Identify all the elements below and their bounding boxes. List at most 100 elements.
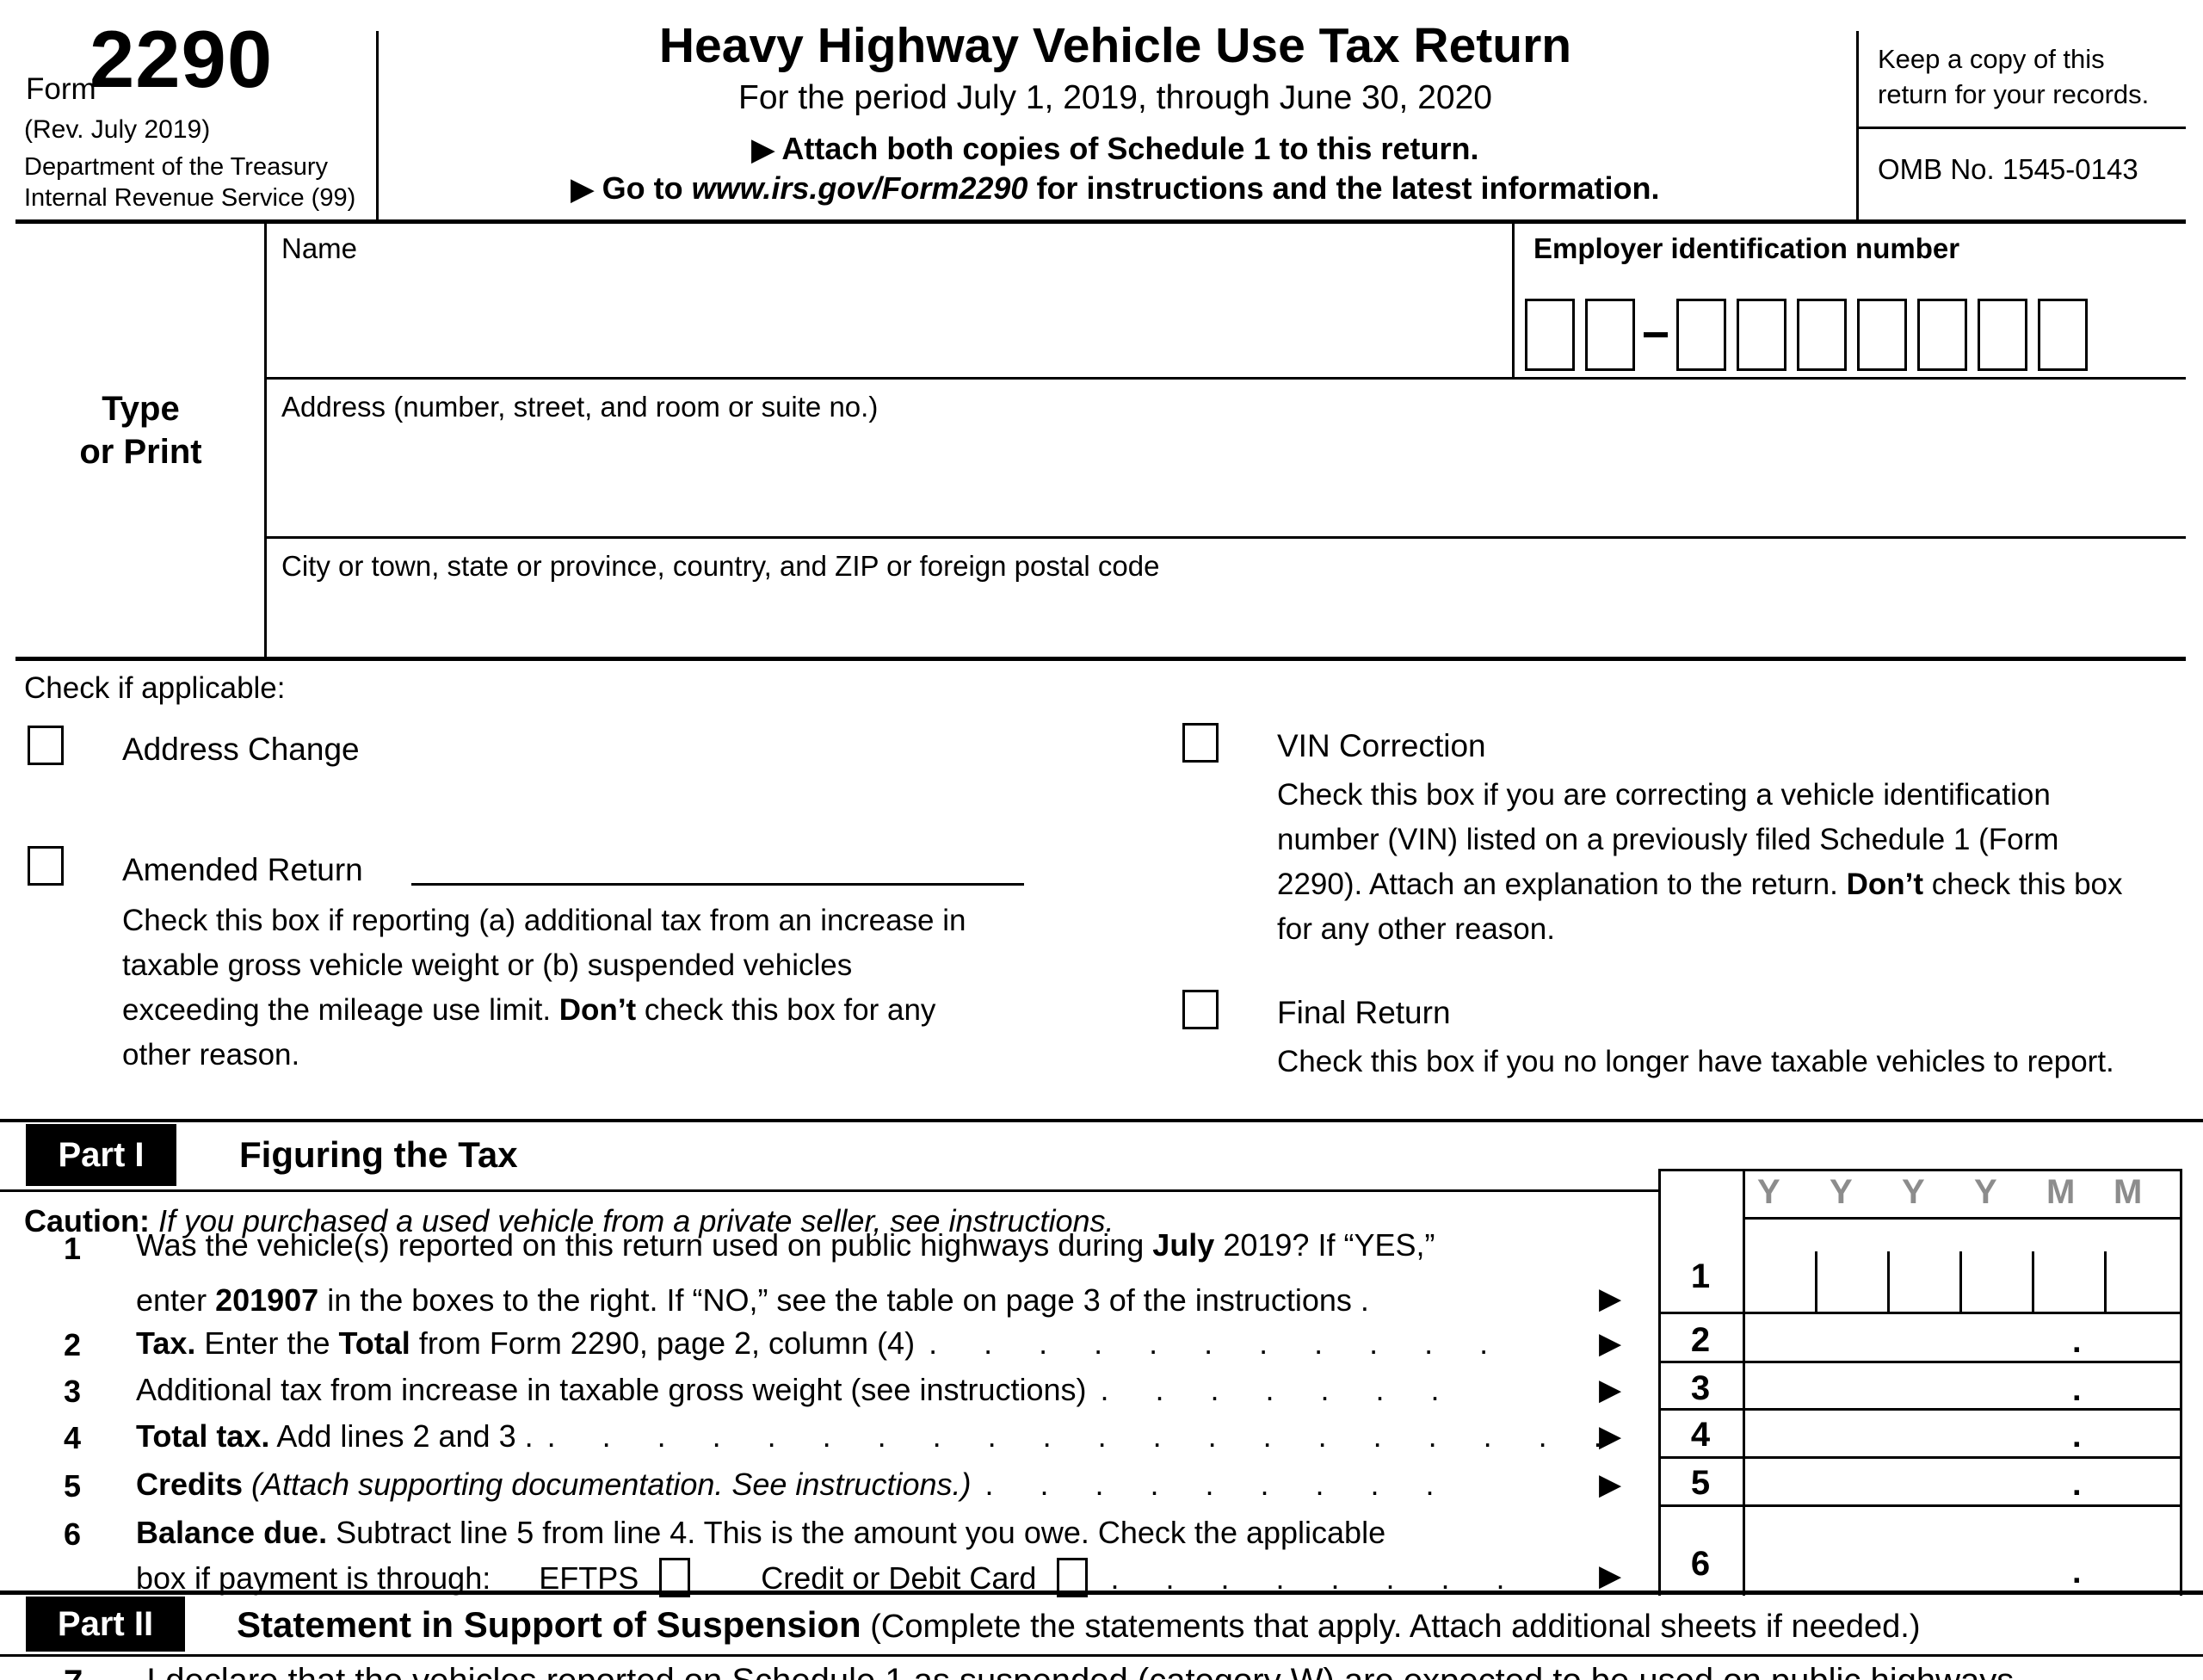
line6-amount-input[interactable] — [1747, 1508, 2065, 1590]
tax-table-border — [1743, 1217, 2182, 1220]
line1-number: 1 — [64, 1231, 82, 1266]
part2-subtitle: (Complete the statements that apply. Att… — [861, 1609, 1921, 1645]
dot-leader: . . . . . . . . — [1110, 1560, 1505, 1596]
address-change-label: Address Change — [122, 732, 360, 767]
line1-text: in the boxes to the right. If “NO,” see … — [318, 1282, 1369, 1318]
amended-return-description: Check this box if reporting (a) addition… — [122, 899, 983, 1078]
line3-amount-input[interactable] — [1747, 1364, 2065, 1405]
ein-digit-box[interactable] — [1585, 299, 1635, 371]
dot-leader: . . . . . . . . . . . — [929, 1325, 1489, 1361]
date-header-letter: Y — [1757, 1173, 1780, 1211]
line2-amount-input[interactable] — [1747, 1315, 2065, 1358]
ein-digit-box[interactable] — [1525, 299, 1575, 371]
amended-desc-dont: Don’t — [558, 993, 637, 1027]
date-header-letter: Y — [1902, 1173, 1925, 1211]
name-row-rule — [264, 377, 2186, 380]
line7-number: 7 — [64, 1661, 83, 1680]
header-divider-right — [1856, 31, 1859, 219]
part1-title: Figuring the Tax — [239, 1134, 518, 1175]
vin-desc-text: check this box for any other reason. — [1277, 868, 2123, 946]
right-arrow-icon: ▶ — [1599, 1468, 1622, 1501]
ein-digit-box[interactable] — [1737, 299, 1786, 371]
vin-desc-text: Check this box if you are correcting a v… — [1277, 778, 2059, 901]
line5-text: Credits (Attach supporting documentation… — [136, 1465, 1435, 1504]
decimal-point: . — [2072, 1418, 2082, 1455]
date-header-letter: M — [2046, 1173, 2076, 1211]
form-number: 2290 — [89, 14, 274, 104]
credit-debit-label: Credit or Debit Card — [761, 1560, 1037, 1596]
row-number-6: 6 — [1690, 1545, 1711, 1583]
line4-text: Add lines 2 and 3 . — [269, 1418, 534, 1454]
date-cell-tick — [1959, 1251, 1962, 1312]
date-header-letter: Y — [1974, 1173, 1997, 1211]
type-or-print-label: or Print — [79, 433, 202, 471]
line3-number: 3 — [64, 1374, 82, 1409]
right-arrow-icon: ▶ — [1599, 1374, 1622, 1406]
ein-digit-box[interactable] — [1857, 299, 1907, 371]
row-number-5: 5 — [1690, 1464, 1711, 1502]
line2-text: Tax. Enter the Total from Form 2290, pag… — [136, 1324, 1488, 1362]
form-revision: (Rev. July 2019) — [24, 115, 211, 144]
address-change-checkbox[interactable] — [28, 726, 64, 765]
check-if-applicable-heading: Check if applicable: — [24, 671, 286, 705]
line6-text-a: Balance due. Subtract line 5 from line 4… — [136, 1513, 1385, 1552]
header-bottom-rule — [15, 219, 2186, 224]
line7-text: I declare that the vehicles reported on … — [146, 1659, 2014, 1680]
ein-digit-box[interactable] — [1917, 299, 1967, 371]
irs-label: Internal Revenue Service (99) — [24, 184, 356, 212]
line5-italic-text: (Attach supporting documentation. See in… — [243, 1467, 972, 1502]
ein-digit-box[interactable] — [2038, 299, 2088, 371]
attach-note: ▶ Attach both copies of Schedule 1 to th… — [376, 129, 1854, 169]
page-title: Heavy Highway Vehicle Use Tax Return — [658, 18, 1572, 73]
omb-number: OMB No. 1545-0143 — [1878, 153, 2138, 185]
line2-text: Enter the — [195, 1325, 339, 1361]
line4-amount-input[interactable] — [1747, 1411, 2065, 1454]
date-cell-tick — [1887, 1251, 1890, 1312]
part1-bar-bottom-rule — [0, 1189, 1658, 1192]
name-input[interactable] — [271, 267, 1502, 372]
city-input[interactable] — [271, 584, 2186, 653]
right-arrow-icon: ▶ — [751, 133, 774, 166]
tax-table-border — [1658, 1504, 2182, 1507]
goto-prefix: Go to — [602, 170, 692, 206]
period-subtitle: For the period July 1, 2019, through Jun… — [738, 79, 1492, 116]
address-label: Address (number, street, and room or sui… — [281, 391, 879, 423]
ein-digit-box[interactable] — [1978, 299, 2027, 371]
credit-debit-checkbox[interactable] — [1057, 1558, 1089, 1597]
irs-url-link[interactable]: www.irs.gov/Form2290 — [691, 170, 1028, 206]
line2-bold-total: Total — [338, 1325, 410, 1361]
treasury-label: Department of the Treasury — [24, 153, 328, 181]
line1-text: Was the vehicle(s) reported on this retu… — [136, 1227, 1153, 1263]
line2-bold-tax: Tax. — [136, 1325, 196, 1361]
part2-title: Statement in Support of Suspension — [237, 1604, 861, 1645]
ein-digit-box[interactable] — [1797, 299, 1847, 371]
line6-number: 6 — [64, 1516, 82, 1552]
line5-amount-input[interactable] — [1747, 1460, 2065, 1502]
line1-text: enter — [136, 1282, 216, 1318]
identity-bottom-rule — [15, 657, 2186, 661]
tax-table-border — [1658, 1408, 2182, 1411]
line6-bold-balance-due: Balance due. — [136, 1515, 328, 1550]
final-return-label: Final Return — [1277, 995, 1451, 1030]
date-header-letter: M — [2114, 1173, 2143, 1211]
vin-correction-description: Check this box if you are correcting a v… — [1277, 773, 2146, 952]
caution-text: If you purchased a used vehicle from a p… — [149, 1203, 1114, 1238]
line4-text: Total tax. Add lines 2 and 3 . . . . . . … — [136, 1417, 1602, 1455]
line5-number: 5 — [64, 1468, 82, 1504]
line1-date-input[interactable] — [1747, 1220, 2177, 1310]
row-number-1: 1 — [1690, 1257, 1711, 1295]
eftps-checkbox[interactable] — [659, 1558, 691, 1597]
line6-text: Subtract line 5 from line 4. This is the… — [327, 1515, 1386, 1550]
amended-desc-text: check this box for any other reason. — [122, 993, 936, 1072]
vin-correction-checkbox[interactable] — [1182, 723, 1219, 763]
line5-bold-credits: Credits — [136, 1467, 244, 1502]
ein-digit-box[interactable] — [1676, 299, 1726, 371]
line1-text-b: enter 201907 in the boxes to the right. … — [136, 1281, 1369, 1319]
final-return-checkbox[interactable] — [1182, 990, 1219, 1029]
amended-return-checkbox[interactable] — [28, 846, 64, 886]
decimal-point: . — [2072, 1324, 2082, 1360]
address-input[interactable] — [271, 425, 2186, 533]
amended-return-blank-line[interactable] — [411, 883, 1024, 886]
tax-table-border — [1658, 1312, 2182, 1314]
omb-divider — [1856, 127, 2186, 129]
